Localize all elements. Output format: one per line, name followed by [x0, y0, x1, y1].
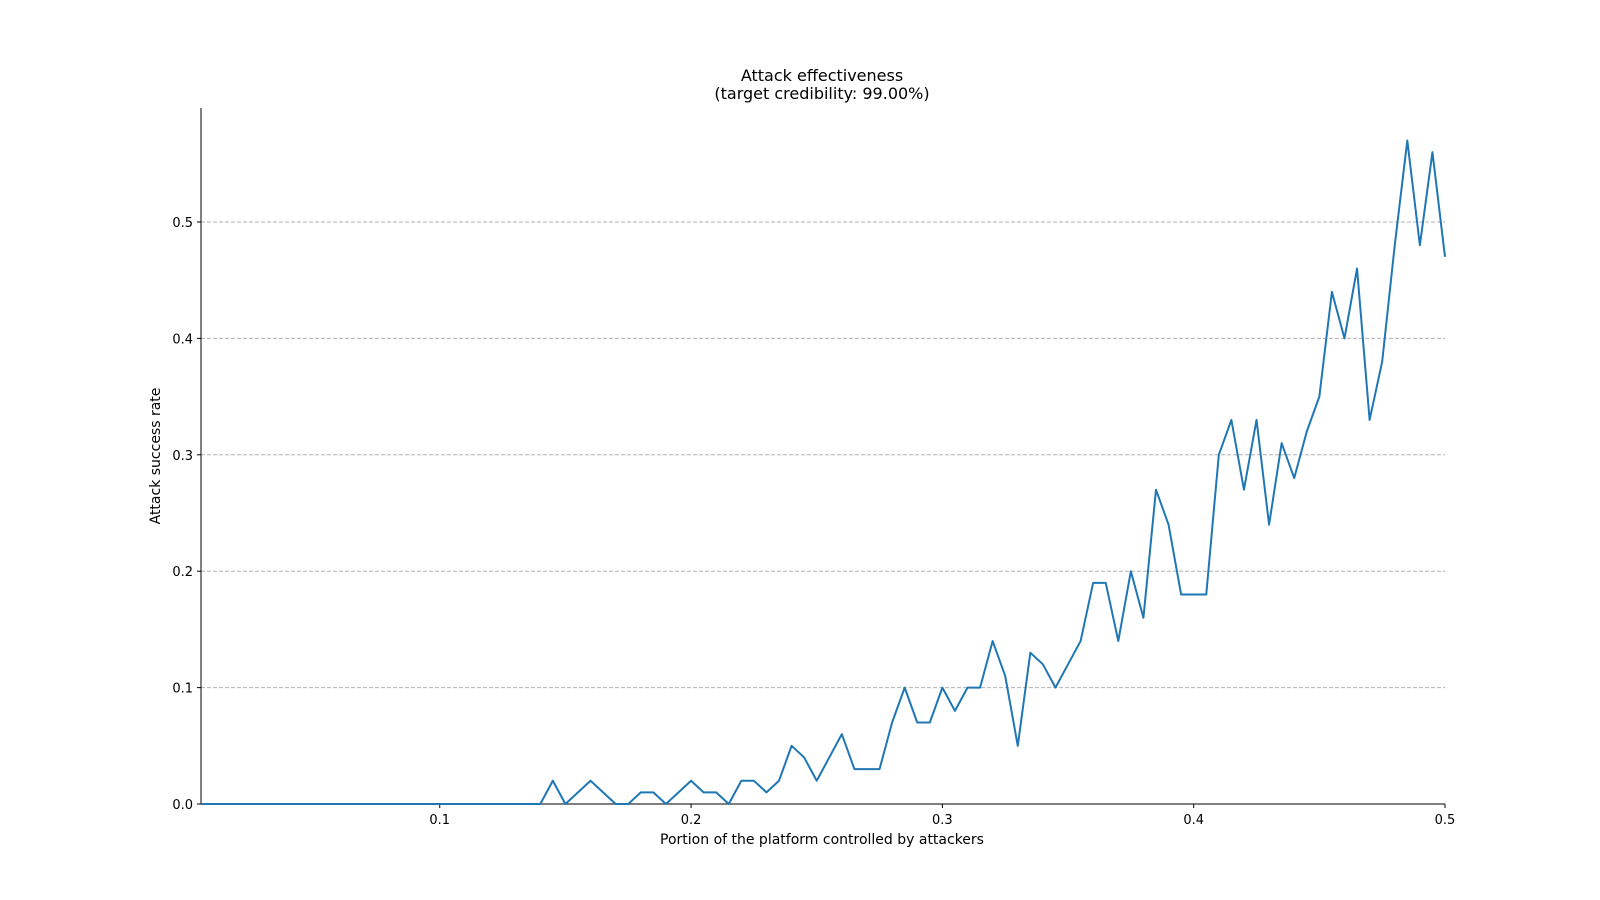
axes: [200, 108, 1445, 805]
y-tick-label: 0.4: [172, 332, 193, 347]
x-tick-label: 0.4: [1183, 813, 1204, 828]
y-axis-label: Attack success rate: [148, 388, 164, 525]
y-tick-label: 0.5: [172, 216, 193, 231]
x-axis-label: Portion of the platform controlled by at…: [660, 832, 984, 848]
gridlines: [201, 221, 1445, 689]
y-tick-label: 0.3: [172, 449, 193, 464]
ticks: 0.0 0.1 0.2 0.3 0.4 0.5 0.1 0.2 0.3 0.4 0.5: [172, 216, 1455, 828]
x-tick-label: 0.2: [681, 813, 702, 828]
y-tick-label: 0.2: [172, 565, 193, 580]
series-line: [201, 139, 1446, 805]
x-tick-label: 0.3: [932, 813, 953, 828]
y-tick-label: 0.0: [172, 798, 193, 813]
y-tick-label: 0.1: [172, 682, 193, 697]
x-tick-label: 0.1: [429, 813, 450, 828]
chart-subtitle: (target credibility: 99.00%): [714, 84, 929, 103]
x-tick-label: 0.5: [1435, 813, 1456, 828]
chart-title: Attack effectiveness: [741, 66, 903, 85]
series-layer: [201, 139, 1446, 805]
